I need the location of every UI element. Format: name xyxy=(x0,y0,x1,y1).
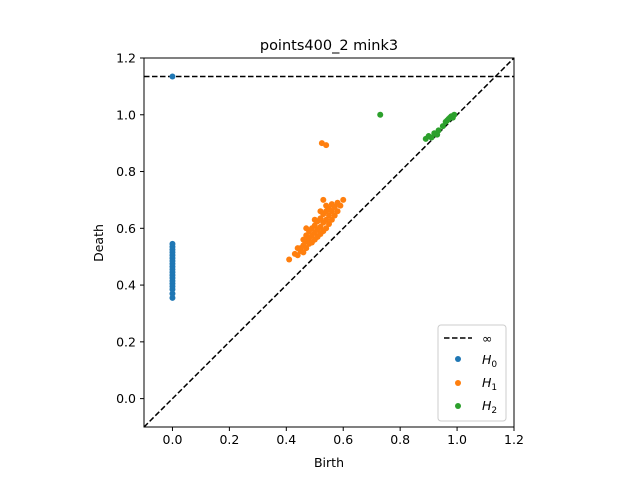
series-h1 xyxy=(286,140,347,263)
y-tick-label: 0.0 xyxy=(116,391,136,406)
legend: ∞ H0 H1 H2 xyxy=(437,324,507,422)
legend-h2-label: H2 xyxy=(482,398,497,416)
legend-h0-subscript: 0 xyxy=(491,360,497,370)
legend-h1-marker xyxy=(455,380,461,386)
legend-box xyxy=(437,324,507,422)
legend-h1-label: H1 xyxy=(482,375,497,393)
h2-point xyxy=(428,134,435,141)
h1-point xyxy=(294,245,301,252)
x-tick-label: 1.2 xyxy=(504,432,524,447)
h1-point xyxy=(317,215,324,222)
x-tick-label: 0.6 xyxy=(333,432,353,447)
y-tick-label: 1.2 xyxy=(116,51,136,66)
h1-point xyxy=(334,208,341,215)
x-tick-label: 0.8 xyxy=(390,432,410,447)
h1-point xyxy=(326,221,332,228)
h2-point xyxy=(439,123,446,130)
chart-title: points400_2 mink3 xyxy=(260,38,398,54)
legend-infinity-label: ∞ xyxy=(482,331,492,346)
h1-point xyxy=(328,208,335,215)
legend-h2-subscript: 2 xyxy=(491,406,497,416)
y-axis-label: Death xyxy=(91,224,106,262)
h1-point xyxy=(331,212,338,219)
h1-point xyxy=(311,222,318,229)
x-tick-label: 0.4 xyxy=(276,432,296,447)
plot-frame xyxy=(143,57,515,428)
h2-point xyxy=(449,114,456,121)
h2-point xyxy=(435,127,442,134)
legend-h0-label: H0 xyxy=(482,352,497,370)
y-tick-label: 0.2 xyxy=(116,334,136,349)
h1-point xyxy=(326,212,332,219)
h1-point xyxy=(294,252,301,259)
h0-point xyxy=(169,294,176,301)
legend-h1-subscript: 1 xyxy=(491,383,497,393)
h1-point xyxy=(323,225,330,232)
x-tick-label: 0.0 xyxy=(163,432,183,447)
h1-point xyxy=(323,142,330,149)
h1-point xyxy=(303,245,310,252)
h1-point xyxy=(337,202,344,209)
series-h2 xyxy=(377,111,458,142)
y-tick-label: 0.8 xyxy=(116,164,136,179)
x-axis: 0.0 0.2 0.4 0.6 0.8 1.0 1.2 xyxy=(163,427,524,447)
h1-point xyxy=(320,196,327,203)
h0-point xyxy=(169,290,176,297)
h1-point xyxy=(317,223,324,230)
h1-point xyxy=(323,216,330,223)
y-tick-label: 0.6 xyxy=(116,221,136,236)
h1-point xyxy=(328,216,335,223)
h2-point xyxy=(444,117,451,124)
series-h0 xyxy=(169,73,176,301)
h1-point xyxy=(340,196,347,203)
h1-point xyxy=(300,249,307,256)
h1-point xyxy=(311,216,318,223)
h1-point xyxy=(331,204,338,211)
h1-point xyxy=(286,256,293,263)
y-tick-label: 1.0 xyxy=(116,107,136,122)
x-tick-label: 0.2 xyxy=(219,432,239,447)
h0-point xyxy=(169,73,176,80)
h0-point xyxy=(169,240,176,247)
h2-point xyxy=(377,111,384,118)
legend-h2-marker xyxy=(455,403,461,409)
legend-h0-marker xyxy=(455,356,461,362)
h1-point xyxy=(317,208,324,215)
x-tick-label: 1.0 xyxy=(447,432,467,447)
y-tick-label: 0.4 xyxy=(116,278,136,293)
y-axis: 0.0 0.2 0.4 0.6 0.8 1.0 1.2 xyxy=(116,51,144,406)
h1-point xyxy=(303,225,310,232)
x-axis-label: Birth xyxy=(314,455,344,470)
h1-point xyxy=(300,236,307,243)
h1-point xyxy=(323,202,330,209)
